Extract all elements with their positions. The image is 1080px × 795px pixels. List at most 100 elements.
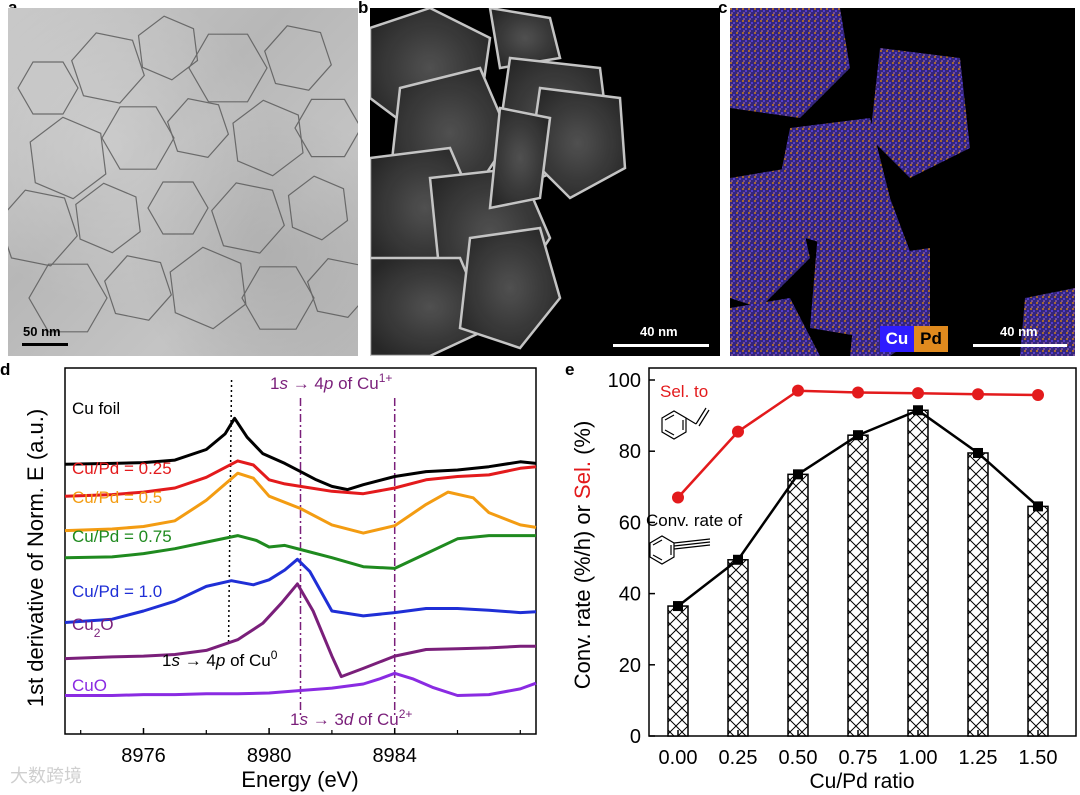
scale-bar-a [22, 343, 68, 346]
nanosheet-outline [294, 98, 358, 158]
nanosheet-outline [166, 97, 230, 159]
y-axis-label-d: 1st derivative of Norm. E (a.u.) [23, 409, 48, 707]
annotation-cu0: 1s → 4p of Cu0 [162, 648, 278, 670]
nanosheet-outline [241, 266, 315, 330]
panel-d-letter: d [0, 360, 11, 379]
conv-bar [907, 409, 929, 737]
tem-micrograph: 50 nm [8, 8, 358, 356]
conv-point [973, 447, 983, 458]
series-line [64, 416, 537, 492]
tem-nanosheet-outlines [8, 15, 358, 333]
x-tick-label-e: 1.50 [1019, 747, 1058, 769]
nanosheet-outline [104, 255, 172, 321]
series-label: Cu2O [72, 615, 114, 640]
legend-pd: Pd [914, 326, 948, 352]
nanosheet-outline [211, 182, 285, 254]
nanosheet-outline [264, 25, 332, 91]
series-line [64, 534, 536, 570]
y-tick-label-e: 60 [619, 512, 641, 534]
conv-bar [787, 473, 809, 737]
x-tick-label-e: 1.00 [899, 747, 938, 769]
series-line [64, 582, 536, 679]
conv-point [1033, 501, 1043, 512]
sel-point [912, 387, 924, 400]
series-label: Cu/Pd = 0.75 [72, 527, 172, 546]
series-label: Cu/Pd = 0.25 [72, 459, 172, 478]
x-axis-label-d: Energy (eV) [241, 767, 358, 792]
panel-c-letter: c [718, 0, 728, 17]
conv-bar [1027, 505, 1049, 737]
panel-b-letter: b [358, 0, 369, 17]
legend-cu: Cu [880, 326, 914, 352]
series-line [64, 471, 537, 535]
conv-bar [667, 605, 689, 737]
y-tick-label-e: 80 [619, 441, 641, 463]
annotation-cu2: 1s → 3d of Cu2+ [290, 707, 412, 729]
series-line [65, 671, 537, 697]
x-axis-label-e: Cu/Pd ratio [809, 770, 914, 793]
nanosheet-outline [17, 61, 79, 115]
y-tick-label-e: 40 [619, 584, 641, 606]
panel-e-letter: e [565, 360, 575, 379]
conv-point [793, 469, 803, 480]
x-tick-label-e: 0.75 [839, 747, 878, 769]
edx-elemental-map: Cu Pd 40 nm [730, 8, 1075, 356]
sel-point [732, 425, 744, 438]
scale-bar-c [973, 344, 1067, 347]
conv-bar [967, 452, 989, 737]
sel-point [852, 386, 864, 399]
y-axis-label-e-part-2: Sel. [570, 461, 595, 499]
nanosheet-outline [8, 189, 78, 267]
series-label: Cu/Pd = 0.5 [72, 488, 162, 507]
x-tick-label-d: 8976 [121, 745, 166, 767]
nanosheet-outline [71, 32, 145, 104]
nanosheet-outline [101, 106, 175, 170]
styrene-structure-icon [661, 407, 710, 440]
y-tick-label-e: 100 [608, 370, 641, 392]
series-label: Cu/Pd = 1.0 [72, 582, 162, 601]
y-axis-label-e: Conv. rate (%/h) or Sel. (%) [570, 421, 595, 690]
edx-map-regions [730, 8, 1075, 356]
conv-point [733, 554, 743, 565]
nanosheet-outline [169, 246, 247, 330]
x-tick-label-d: 8984 [372, 745, 417, 767]
conv-point [673, 601, 683, 612]
xanes-derivative-chart: Cu foil Cu/Pd = 0.25 Cu/Pd = 0.5 Cu/Pd = 0.… [23, 367, 537, 792]
y-axis-label-e-part-1: Conv. rate (%/h) or [570, 499, 595, 689]
x-tick-label-e: 0.50 [779, 747, 818, 769]
conv-bar [847, 434, 869, 737]
series-label: Cu foil [72, 399, 120, 418]
scale-label-c: 40 nm [1000, 324, 1038, 339]
nanosheet-outline [137, 15, 199, 81]
sel-point [972, 388, 984, 401]
nanosheet-outline [287, 175, 349, 241]
catalysis-performance-chart: 0 20 40 60 80 100 0.00 0.25 0.50 0.75 1.00 1.25 1.50… [570, 367, 1077, 793]
haadf-stem-image: 40 nm [370, 8, 720, 356]
y-tick-label-e: 0 [630, 726, 641, 748]
sel-point [1032, 388, 1044, 401]
nanosheet-outline [75, 182, 141, 254]
sel-point [672, 491, 684, 504]
conv-bar [727, 559, 749, 737]
watermark: 大数跨境 [10, 766, 82, 787]
nanosheet-outline [28, 263, 108, 333]
x-tick-label-e: 0.25 [719, 747, 758, 769]
nanosheet-outline [29, 116, 107, 200]
conv-point [853, 430, 863, 441]
scale-bar-b [613, 344, 709, 347]
nanosheet-outline [306, 257, 358, 319]
legend-conv-label: Conv. rate of [646, 511, 742, 530]
scale-label-b: 40 nm [640, 324, 678, 339]
series-line [64, 459, 537, 498]
y-tick-label-e: 20 [619, 655, 641, 677]
series-label: CuO [72, 676, 107, 695]
phenylacetylene-structure-icon [649, 535, 711, 565]
series-line [64, 557, 537, 624]
haadf-nanosheets [370, 8, 627, 356]
nanosheet-outline [232, 99, 304, 177]
nanosheet-outline [188, 33, 268, 103]
conv-point [913, 405, 923, 416]
nanosheet-outline [147, 181, 209, 235]
scale-label-a: 50 nm [23, 324, 61, 339]
x-tick-label-e: 0.00 [659, 747, 698, 769]
